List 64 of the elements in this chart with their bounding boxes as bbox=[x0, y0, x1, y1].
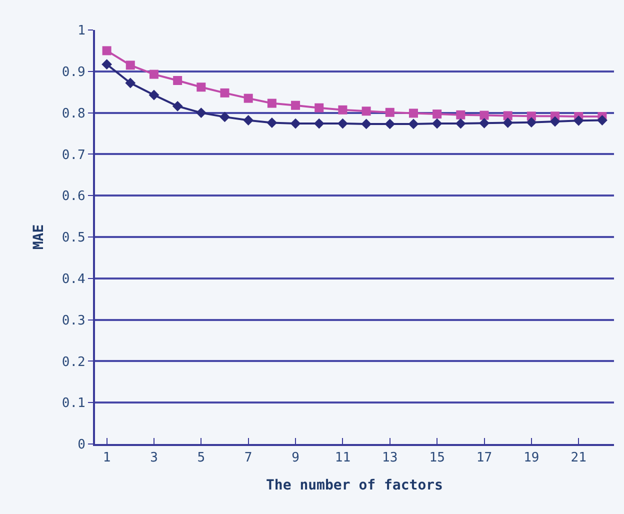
point bbox=[503, 111, 512, 120]
point bbox=[172, 100, 183, 112]
point bbox=[573, 115, 584, 126]
point bbox=[314, 103, 324, 112]
point bbox=[338, 118, 348, 129]
point bbox=[126, 60, 135, 70]
y-tick-label: 0.2 bbox=[62, 354, 86, 370]
point bbox=[102, 46, 112, 56]
point bbox=[220, 88, 230, 98]
point bbox=[220, 112, 230, 122]
y-tick-label: 0.5 bbox=[62, 230, 86, 246]
point bbox=[479, 118, 490, 128]
x-tick-label: 19 bbox=[524, 450, 540, 466]
y-tick-label: 0.9 bbox=[62, 64, 86, 80]
point bbox=[196, 82, 206, 92]
y-tick-label: 0.7 bbox=[62, 148, 86, 163]
point bbox=[291, 100, 300, 110]
point bbox=[125, 78, 136, 88]
y-axis-title: MAE bbox=[31, 224, 48, 250]
point bbox=[385, 108, 394, 117]
y-tick-label: 0.3 bbox=[62, 313, 86, 328]
point bbox=[456, 110, 466, 120]
point bbox=[290, 118, 301, 129]
point bbox=[362, 106, 371, 116]
point bbox=[432, 110, 442, 119]
point bbox=[243, 115, 254, 126]
point bbox=[149, 70, 158, 79]
y-tick-label: 1 bbox=[78, 24, 86, 39]
point bbox=[480, 110, 489, 120]
point bbox=[314, 118, 324, 129]
x-tick-label: 21 bbox=[570, 450, 586, 466]
point bbox=[244, 94, 253, 103]
x-tick-label: 15 bbox=[429, 450, 445, 466]
point bbox=[102, 59, 112, 70]
point bbox=[502, 118, 514, 128]
x-tick-label: 17 bbox=[476, 450, 492, 466]
y-tick-label: 0.6 bbox=[62, 189, 86, 204]
point bbox=[455, 118, 466, 129]
y-tick-label: 0 bbox=[78, 438, 86, 453]
point bbox=[550, 116, 560, 127]
x-tick-label: 1 bbox=[102, 450, 111, 466]
x-tick-label: 3 bbox=[150, 450, 158, 466]
point bbox=[432, 118, 442, 129]
point bbox=[597, 115, 608, 126]
point bbox=[148, 90, 160, 100]
point bbox=[267, 98, 276, 108]
x-tick-label: 7 bbox=[244, 450, 252, 466]
point bbox=[196, 108, 206, 118]
point bbox=[408, 118, 419, 130]
point bbox=[266, 118, 278, 128]
y-tick-label: 0.1 bbox=[62, 396, 86, 412]
point bbox=[338, 105, 348, 114]
x-tick-label: 5 bbox=[197, 450, 206, 466]
x-axis-title: The number of factors bbox=[266, 477, 444, 494]
x-tick-label: 9 bbox=[292, 450, 300, 466]
x-tick-label: 13 bbox=[382, 450, 398, 466]
point bbox=[526, 117, 537, 128]
x-tick-label: 11 bbox=[334, 450, 351, 466]
point bbox=[384, 118, 396, 130]
y-tick-label: 0.8 bbox=[62, 106, 86, 122]
point bbox=[361, 118, 372, 130]
point bbox=[408, 108, 418, 118]
point bbox=[173, 76, 182, 86]
y-tick-label: 0.4 bbox=[62, 272, 86, 287]
